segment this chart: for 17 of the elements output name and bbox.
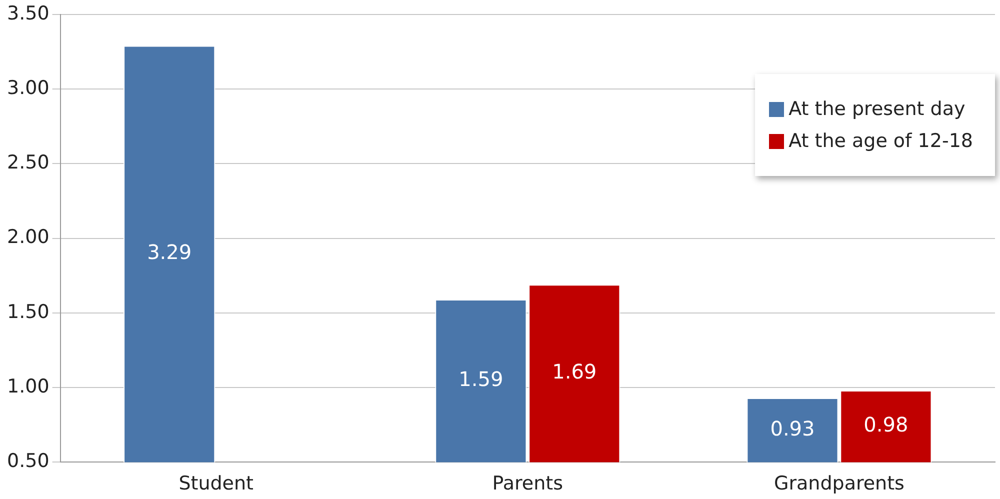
legend-label: At the present day <box>788 98 966 120</box>
data-label: 0.98 <box>864 412 908 437</box>
y-tick-label: 3.00 <box>6 76 50 99</box>
y-tick-label: 1.50 <box>6 300 50 323</box>
x-tick-label: Parents <box>492 472 564 495</box>
data-label: 1.69 <box>552 360 597 384</box>
y-tick-label: 2.50 <box>6 152 50 174</box>
data-label: 3.29 <box>147 240 192 264</box>
y-tick-label: 3.50 <box>6 2 50 24</box>
y-tick-label: 0.50 <box>6 450 50 472</box>
x-tick-label: Student <box>178 472 254 495</box>
y-tick-label: 2.00 <box>6 226 50 248</box>
x-tick-label: Grandparents <box>774 472 904 495</box>
legend-label: At the age of 12-18 <box>788 130 973 152</box>
data-label: 1.59 <box>458 367 504 392</box>
y-tick-label: 1.00 <box>6 376 50 398</box>
data-label: 0.93 <box>770 416 815 440</box>
